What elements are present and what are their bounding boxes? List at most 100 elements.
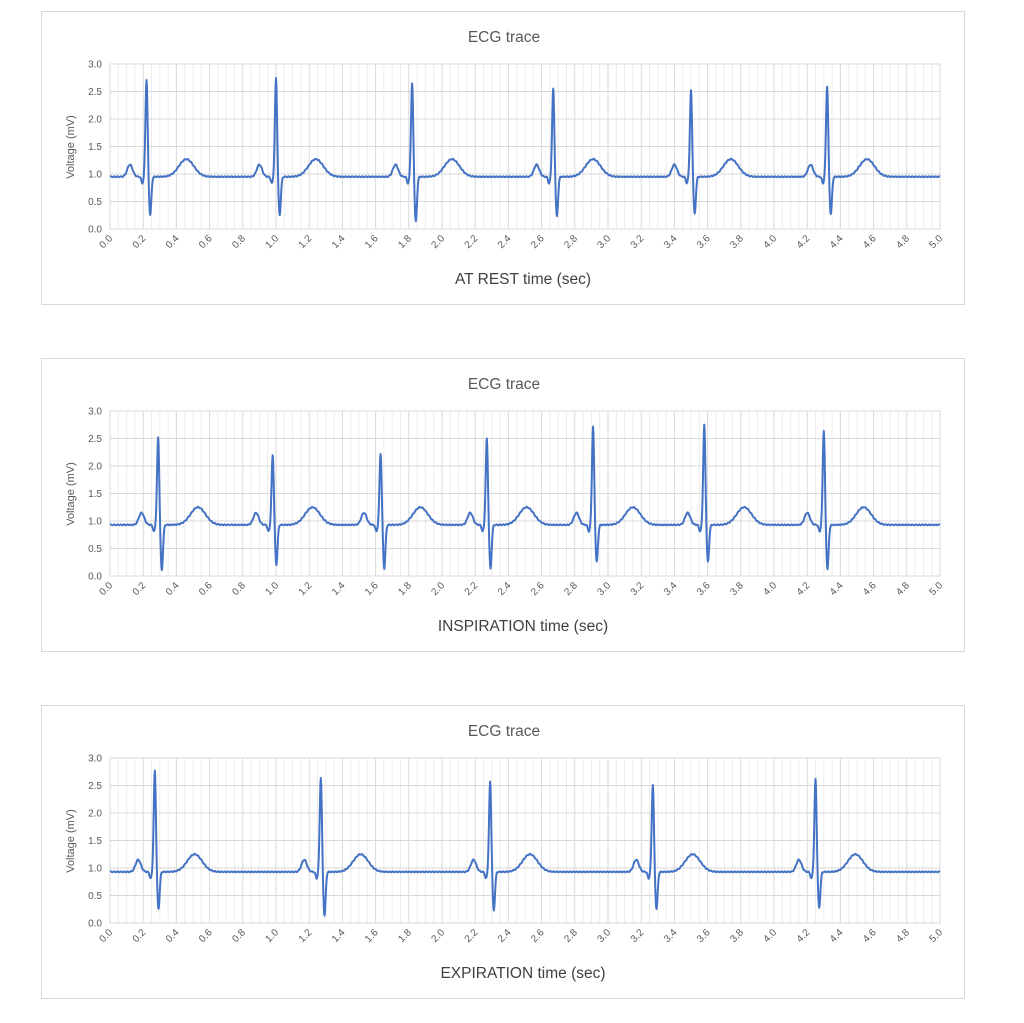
x-tick-label: 1.2 bbox=[297, 580, 315, 598]
x-tick-label: 0.2 bbox=[131, 580, 149, 598]
x-tick-label: 1.4 bbox=[330, 580, 348, 598]
x-tick-label: 0.6 bbox=[197, 927, 215, 945]
r-peak-point bbox=[274, 76, 278, 80]
x-tick-label: 3.8 bbox=[728, 580, 746, 598]
ecg-chart-svg: ECG trace Voltage (mV) INSPIRATION time … bbox=[42, 359, 966, 653]
x-tick-label: 5.0 bbox=[928, 233, 946, 251]
x-tick-label: 2.2 bbox=[463, 233, 481, 251]
r-peak-point bbox=[689, 88, 693, 92]
x-tick-label: 3.0 bbox=[596, 233, 614, 251]
y-tick-label: 3.0 bbox=[88, 60, 102, 71]
x-tick-label: 1.4 bbox=[330, 927, 348, 945]
x-tick-label: 5.0 bbox=[928, 927, 946, 945]
x-tick-label: 4.0 bbox=[762, 233, 780, 251]
x-axis-label: AT REST time (sec) bbox=[455, 271, 591, 288]
x-tick-label: 3.2 bbox=[629, 233, 647, 251]
plot-area: 0.0 0.5 1.0 1.5 2.0 2.5 3.0 0.0 0.2 0.4 0.6 0.8 1.0 1… bbox=[88, 754, 945, 945]
x-tick-label: 1.8 bbox=[396, 580, 414, 598]
x-tick-label: 0.4 bbox=[164, 927, 182, 945]
x-tick-label: 3.6 bbox=[695, 580, 713, 598]
x-tick-label: 3.8 bbox=[728, 233, 746, 251]
y-tick-label: 2.0 bbox=[88, 115, 102, 126]
y-tick-label: 1.0 bbox=[88, 864, 102, 875]
x-tick-label: 3.6 bbox=[695, 927, 713, 945]
x-tick-label: 1.4 bbox=[330, 233, 348, 251]
x-tick-label: 2.0 bbox=[430, 927, 448, 945]
x-tick-label: 4.8 bbox=[894, 927, 912, 945]
x-tick-label: 4.4 bbox=[828, 233, 846, 251]
y-tick-label: 1.0 bbox=[88, 517, 102, 528]
ecg-chart-inspiration: ECG trace Voltage (mV) INSPIRATION time … bbox=[41, 358, 965, 652]
chart-title: ECG trace bbox=[468, 723, 540, 740]
chart-title: ECG trace bbox=[468, 29, 540, 46]
r-peak-point bbox=[651, 782, 655, 786]
x-tick-label: 4.8 bbox=[894, 233, 912, 251]
ecg-chart-expiration: ECG trace Voltage (mV) EXPIRATION time (… bbox=[41, 705, 965, 999]
y-tick-label: 2.5 bbox=[88, 87, 102, 98]
x-tick-label: 4.2 bbox=[795, 233, 813, 251]
x-tick-label: 2.2 bbox=[463, 927, 481, 945]
x-tick-label: 1.6 bbox=[363, 580, 381, 598]
r-peak-point bbox=[814, 777, 818, 781]
x-tick-label: 0.0 bbox=[98, 580, 116, 598]
x-tick-label: 4.8 bbox=[894, 580, 912, 598]
x-tick-label: 0.8 bbox=[230, 927, 248, 945]
x-tick-label: 2.0 bbox=[430, 233, 448, 251]
r-peak-point bbox=[153, 769, 157, 773]
y-tick-label: 0.0 bbox=[88, 572, 102, 583]
r-peak-point bbox=[591, 424, 595, 428]
r-peak-point bbox=[825, 84, 829, 88]
r-peak-point bbox=[379, 451, 383, 455]
y-tick-label: 0.5 bbox=[88, 544, 102, 555]
r-peak-point bbox=[145, 77, 149, 81]
x-tick-label: 4.6 bbox=[861, 580, 879, 598]
y-tick-label: 0.0 bbox=[88, 919, 102, 930]
x-tick-label: 2.6 bbox=[529, 927, 547, 945]
x-tick-label: 2.8 bbox=[562, 233, 580, 251]
r-peak-point bbox=[488, 780, 492, 784]
x-tick-label: 4.6 bbox=[861, 927, 879, 945]
x-tick-label: 0.6 bbox=[197, 233, 215, 251]
x-tick-label: 4.0 bbox=[762, 580, 780, 598]
y-tick-label: 3.0 bbox=[88, 407, 102, 418]
x-tick-label: 1.0 bbox=[264, 233, 282, 251]
y-tick-label: 2.0 bbox=[88, 462, 102, 473]
r-peak-point bbox=[485, 437, 489, 441]
y-tick-label: 2.5 bbox=[88, 434, 102, 445]
x-tick-label: 3.4 bbox=[662, 580, 680, 598]
x-tick-label: 2.4 bbox=[496, 233, 514, 251]
x-tick-label: 0.4 bbox=[164, 233, 182, 251]
r-peak-point bbox=[156, 435, 160, 439]
x-tick-label: 0.4 bbox=[164, 580, 182, 598]
x-tick-label: 0.2 bbox=[131, 233, 149, 251]
y-tick-label: 0.5 bbox=[88, 197, 102, 208]
ecg-chart-rest: ECG trace Voltage (mV) AT REST time (sec… bbox=[41, 11, 965, 305]
y-axis-label: Voltage (mV) bbox=[65, 115, 77, 179]
x-tick-label: 4.2 bbox=[795, 580, 813, 598]
x-tick-label: 2.6 bbox=[529, 233, 547, 251]
x-tick-label: 2.8 bbox=[562, 927, 580, 945]
y-tick-label: 0.0 bbox=[88, 225, 102, 236]
r-peak-point bbox=[271, 453, 275, 457]
y-tick-label: 2.5 bbox=[88, 781, 102, 792]
y-tick-label: 2.0 bbox=[88, 809, 102, 820]
y-tick-label: 1.5 bbox=[88, 142, 102, 153]
x-tick-label: 0.8 bbox=[230, 233, 248, 251]
r-peak-point bbox=[822, 428, 826, 432]
x-tick-label: 2.8 bbox=[562, 580, 580, 598]
x-tick-label: 4.6 bbox=[861, 233, 879, 251]
y-tick-label: 1.5 bbox=[88, 489, 102, 500]
x-tick-label: 4.2 bbox=[795, 927, 813, 945]
x-tick-label: 3.4 bbox=[662, 927, 680, 945]
x-tick-label: 3.2 bbox=[629, 580, 647, 598]
y-tick-label: 1.0 bbox=[88, 170, 102, 181]
x-tick-label: 1.2 bbox=[297, 233, 315, 251]
x-axis-label: INSPIRATION time (sec) bbox=[438, 618, 608, 635]
y-tick-label: 3.0 bbox=[88, 754, 102, 765]
y-axis-label: Voltage (mV) bbox=[65, 462, 77, 526]
x-tick-label: 2.0 bbox=[430, 580, 448, 598]
x-tick-label: 2.2 bbox=[463, 580, 481, 598]
x-tick-label: 2.6 bbox=[529, 580, 547, 598]
ecg-chart-svg: ECG trace Voltage (mV) AT REST time (sec… bbox=[42, 12, 966, 306]
x-tick-label: 1.6 bbox=[363, 233, 381, 251]
